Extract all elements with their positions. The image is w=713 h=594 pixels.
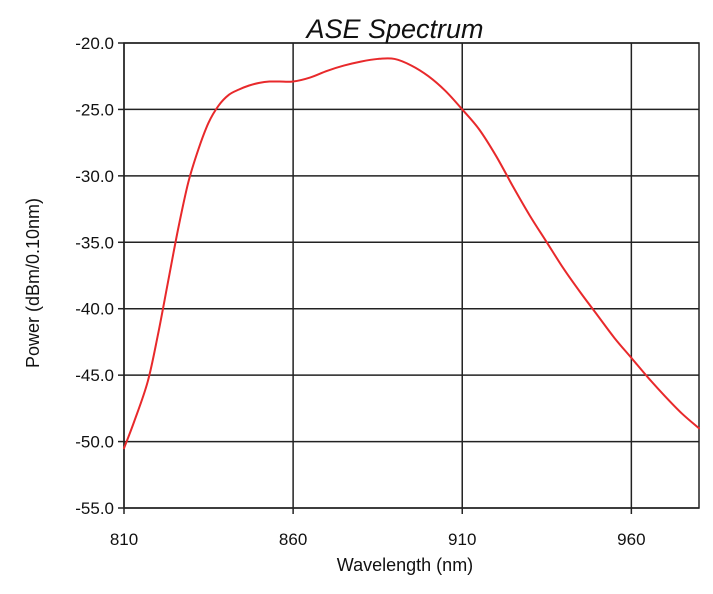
chart-title: ASE Spectrum bbox=[304, 14, 483, 44]
x-axis-ticks: 810 860 910 960 bbox=[110, 508, 646, 549]
y-tick-label: -45.0 bbox=[75, 366, 114, 385]
y-axis-ticks: -20.0 -25.0 -30.0 -35.0 -40.0 -45.0 -50.0 -55.0 bbox=[75, 34, 124, 518]
series-line-ase-power bbox=[123, 57, 700, 450]
y-tick-label: -35.0 bbox=[75, 233, 114, 252]
y-tick-label: -55.0 bbox=[75, 499, 114, 518]
y-axis-label: Power (dBm/0.10nm) bbox=[23, 198, 43, 368]
y-tick-label: -25.0 bbox=[75, 100, 114, 119]
y-tick-label: -40.0 bbox=[75, 300, 114, 319]
x-axis-label: Wavelength (nm) bbox=[337, 555, 473, 575]
x-tick-label: 910 bbox=[448, 530, 476, 549]
plot-frame bbox=[123, 42, 700, 509]
x-tick-label: 860 bbox=[279, 530, 307, 549]
x-tick-label: 810 bbox=[110, 530, 138, 549]
y-tick-label: -30.0 bbox=[75, 167, 114, 186]
y-tick-label: -50.0 bbox=[75, 433, 114, 452]
y-tick-label: -20.0 bbox=[75, 34, 114, 53]
x-tick-label: 960 bbox=[617, 530, 645, 549]
